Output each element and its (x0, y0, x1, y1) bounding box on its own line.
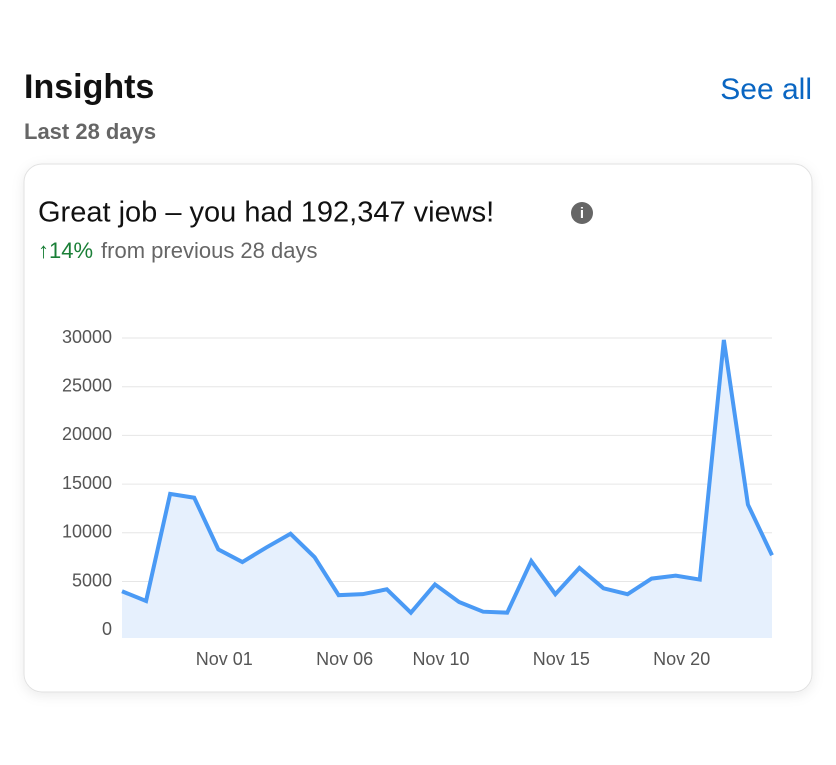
change-line: ↑14% from previous 28 days (38, 238, 317, 263)
y-tick-label: 15000 (62, 473, 112, 493)
see-all-link[interactable]: See all (720, 73, 812, 106)
y-tick-label: 20000 (62, 424, 112, 444)
x-tick-label: Nov 20 (653, 649, 710, 669)
area (122, 339, 772, 638)
headline: Great job – you had 192,347 views! (38, 197, 494, 229)
change: ↑14% (38, 238, 93, 263)
line (121, 339, 774, 616)
x-tick-label: Nov 06 (316, 649, 373, 669)
y-tick-label: 10000 (62, 522, 112, 542)
x-tick-label: Nov 01 (196, 649, 253, 669)
info-icon[interactable] (571, 202, 593, 224)
info-icon-glyph: i (580, 205, 584, 222)
x-tick-label: Nov 10 (412, 649, 469, 669)
y-tick-label: 5000 (72, 570, 112, 590)
x-tick-label: Nov 15 (533, 649, 590, 669)
subtitle: Last 28 days (24, 119, 156, 144)
y-tick-label: 25000 (62, 375, 112, 395)
y-tick-label: 30000 (62, 327, 112, 347)
change-note: from previous 28 days (101, 238, 317, 263)
title: Insights (24, 68, 154, 106)
y-tick-label: 0 (102, 619, 112, 639)
